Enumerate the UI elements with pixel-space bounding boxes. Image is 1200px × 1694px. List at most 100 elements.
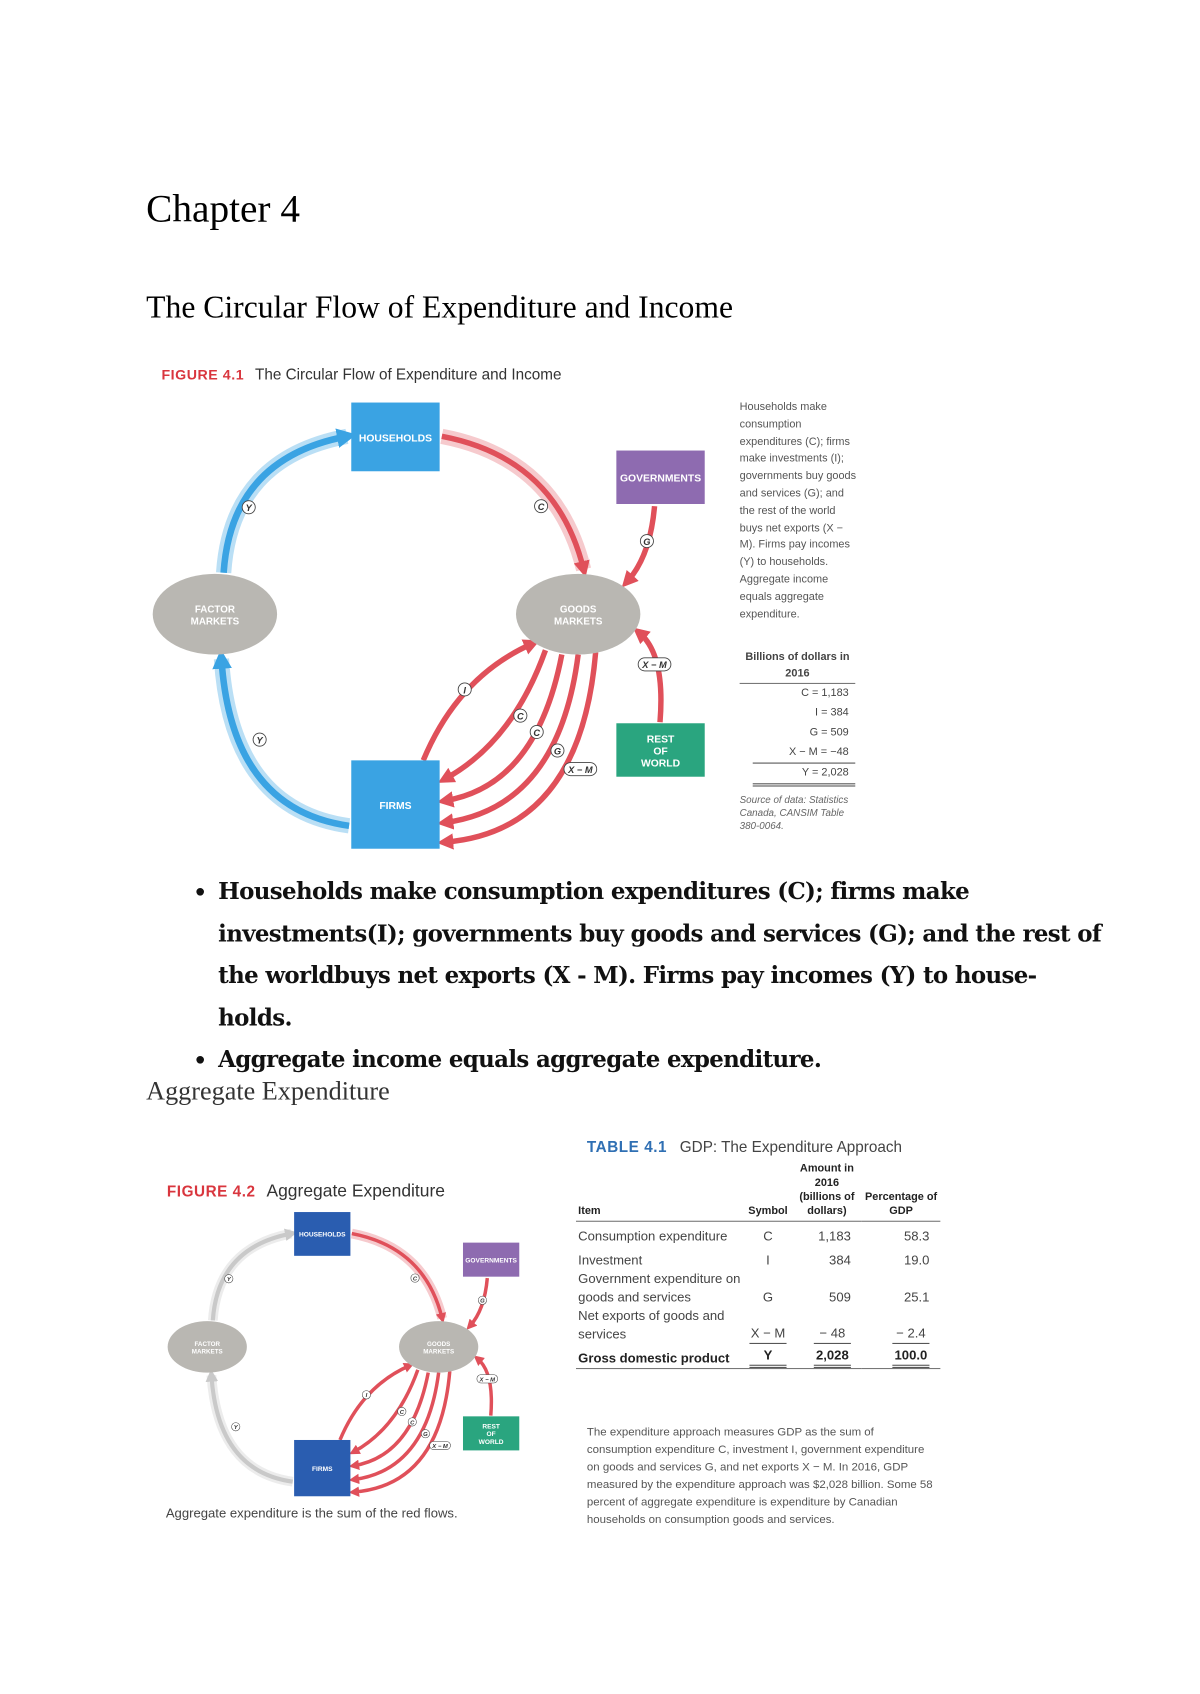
cell-text: 58.3 — [903, 1228, 930, 1244]
cell-item: Net exports of goods and services — [576, 1307, 744, 1344]
cell-text: − 2.4 — [892, 1324, 930, 1344]
households-node-label: HOUSEHOLDS — [299, 1232, 346, 1239]
flow-label: G — [477, 1295, 487, 1305]
goods-markets-node-label: MARKETS — [554, 617, 603, 628]
income-flow-households — [220, 428, 357, 573]
flow-label: X − M — [429, 1441, 451, 1450]
households-node: HOUSEHOLDS — [294, 1212, 351, 1256]
cell-text: Y — [749, 1346, 787, 1368]
factor-markets-node-shape — [152, 573, 278, 655]
flow-label-badge — [421, 1429, 430, 1439]
flow-label-badge — [429, 1441, 451, 1450]
table-4-1: TABLE 4.1 GDP: The Expenditure Approach … — [575, 1137, 941, 1370]
table-row: Government expenditure on goods and serv… — [576, 1270, 940, 1307]
flow-label-text: G — [643, 537, 650, 547]
investment-flow — [420, 639, 540, 762]
cell-percentage: 100.0 — [861, 1343, 941, 1370]
flow-label-text: Y — [227, 1277, 232, 1283]
rest-of-world-node-label: WORLD — [641, 758, 681, 769]
flow-label: C — [410, 1273, 420, 1283]
governments-node-shape — [616, 450, 705, 504]
flow-label-badge — [231, 1422, 241, 1432]
figure-label: FIGURE 4.1 — [161, 366, 245, 383]
cell-text: 384 — [829, 1252, 851, 1268]
flow-label: C — [534, 499, 549, 514]
flow-label: Y — [241, 500, 256, 515]
flow-label-badge — [550, 743, 565, 758]
households-node-label: HOUSEHOLDS — [359, 433, 432, 444]
cell-text: I — [766, 1252, 770, 1268]
flow-label-text: X − M — [431, 1444, 449, 1450]
rest-of-world-node-label: OF — [653, 746, 667, 757]
factor-markets-node-shape — [167, 1321, 247, 1373]
cell-text: Investment — [578, 1252, 643, 1268]
investment-to-firms-flow — [436, 654, 581, 830]
investment-to-firms-flow — [348, 1372, 441, 1485]
cell-percentage: 25.1 — [862, 1270, 941, 1307]
goods-markets-node-shape — [515, 573, 641, 655]
flow-label-text: G — [480, 1299, 485, 1305]
flow-label: G — [639, 534, 654, 549]
income-flow-factor — [212, 649, 350, 830]
goods-markets-node-label: GOODS — [560, 605, 597, 616]
cell-text: 1,183 — [818, 1228, 851, 1244]
flow-label-badge — [397, 1407, 407, 1416]
value-g: G = 509 — [809, 726, 849, 739]
cell-item: Consumption expenditure — [576, 1221, 744, 1246]
cell-text: 19.0 — [903, 1252, 930, 1268]
flow-label-text: C — [410, 1420, 415, 1426]
cell-symbol: G — [744, 1270, 792, 1307]
households-node: HOUSEHOLDS — [351, 402, 440, 472]
cell-symbol: I — [744, 1246, 792, 1270]
cell-symbol: C — [744, 1221, 792, 1246]
income-flow-factor — [205, 1369, 294, 1484]
flow-label-badge — [476, 1374, 499, 1384]
cell-percentage: 19.0 — [862, 1246, 941, 1270]
cell-amount: 384 — [792, 1246, 862, 1270]
cell-text: Net exports of goods and services — [578, 1307, 725, 1342]
firms-node: FIRMS — [351, 760, 440, 849]
table-title: GDP: The Expenditure Approach — [679, 1137, 902, 1156]
income-flow-households — [210, 1228, 298, 1321]
col-percentage: Percentage of GDP — [861, 1161, 941, 1222]
flow-label: C — [513, 708, 528, 723]
flow-label-text: Y — [257, 735, 264, 745]
flow-label-badge — [241, 500, 256, 515]
flow-label-badge — [513, 708, 528, 723]
cell-symbol: Y — [743, 1343, 792, 1370]
table-row: Net exports of goods and services X − M − … — [576, 1307, 940, 1344]
cell-amount: 509 — [792, 1270, 862, 1307]
cell-text: 2,028 — [813, 1346, 851, 1368]
col-amount: Amount in 2016 (billions of dollars) — [791, 1161, 862, 1222]
flow-label-text: Y — [246, 503, 253, 513]
governments-node-label: GOVERNMENTS — [465, 1257, 517, 1264]
cell-text: Government expenditure on goods and serv… — [578, 1270, 741, 1305]
governments-node: GOVERNMENTS — [616, 450, 705, 504]
cell-symbol: X − M — [744, 1307, 792, 1344]
net-exports-flow — [632, 627, 664, 723]
goods-markets-node-label: GOODS — [427, 1341, 450, 1348]
billions-box: Billions of dollars in 2016 C = 1,183 I … — [739, 649, 856, 832]
cell-percentage: 58.3 — [862, 1221, 941, 1246]
table-note: The expenditure approach measures GDP as… — [586, 1425, 933, 1527]
flow-label-text: C — [400, 1410, 405, 1416]
value-c: C = 1,183 — [801, 687, 849, 700]
flow-label-badge — [534, 499, 549, 514]
cell-percentage: − 2.4 — [862, 1307, 941, 1344]
flow-label-badge — [361, 1390, 371, 1400]
flow-label-badge — [477, 1295, 487, 1305]
rest-of-world-node-label: OF — [487, 1431, 496, 1438]
flow-label: I — [361, 1390, 371, 1400]
consumption-to-firms-flow — [437, 649, 549, 783]
cell-text: Gross domestic product — [578, 1350, 730, 1366]
col-item: Item — [575, 1161, 744, 1222]
consumption-to-firms-flow — [349, 1369, 420, 1455]
government-flow — [466, 1277, 490, 1330]
chapter-title: Chapter 4 — [146, 186, 300, 231]
